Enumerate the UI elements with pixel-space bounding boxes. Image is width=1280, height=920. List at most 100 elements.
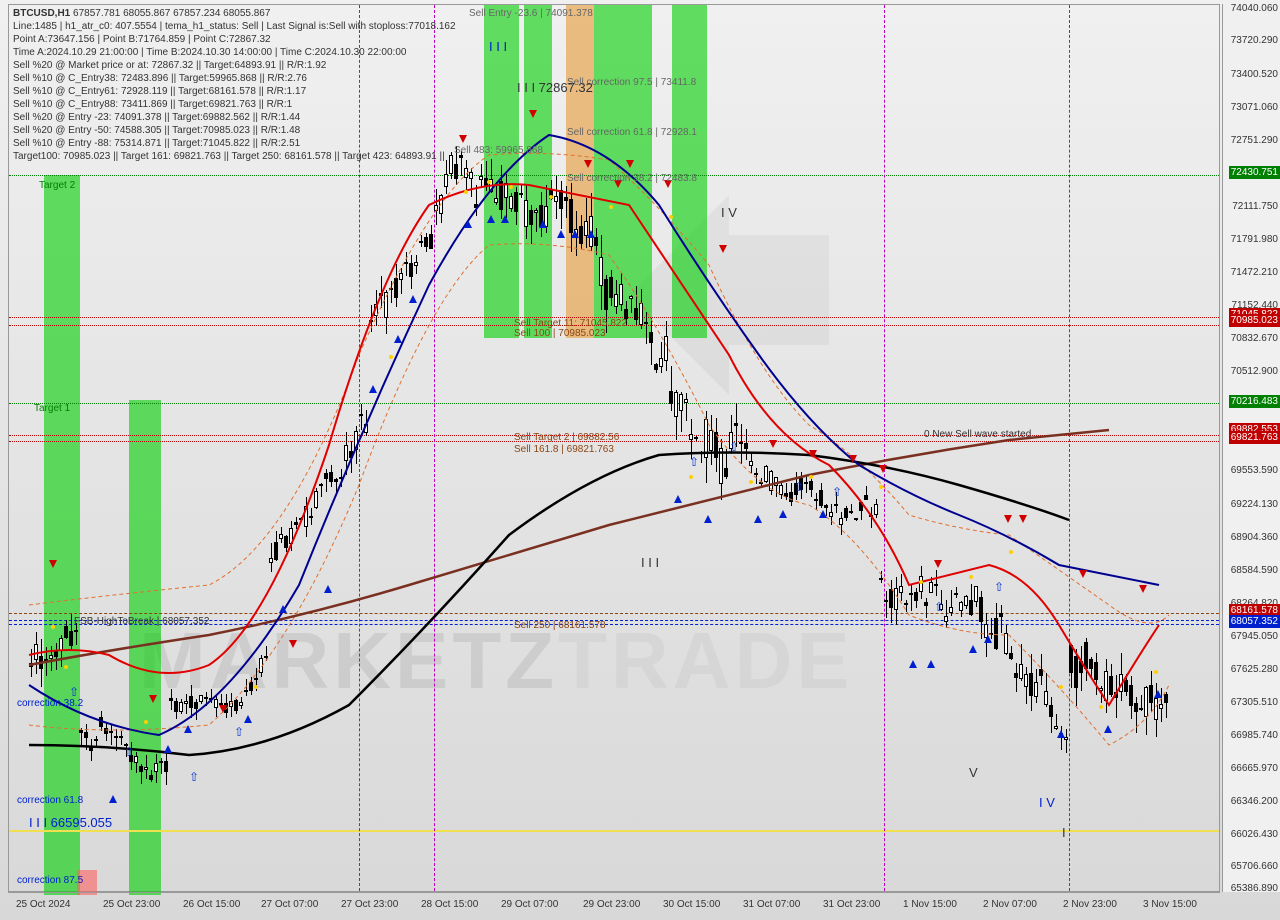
buy-arrow-icon (571, 230, 579, 238)
x-tick: 3 Nov 15:00 (1143, 899, 1197, 910)
sell-arrow-icon (289, 640, 297, 648)
chart-annotation: Sell Target 2 | 69882.56 (514, 432, 619, 443)
x-tick: 30 Oct 15:00 (663, 899, 720, 910)
chart-annotation: correction 87.5 (17, 875, 83, 886)
sell-arrow-icon (149, 695, 157, 703)
sell-arrow-icon (459, 135, 467, 143)
vertical-marker (1069, 5, 1070, 891)
y-tick: 72111.750 (1232, 201, 1278, 212)
y-tick-marker: 69821.763 (1229, 431, 1280, 444)
buy-arrow-icon (464, 220, 472, 228)
x-tick: 29 Oct 23:00 (583, 899, 640, 910)
chart-annotation: Sell correction 61.8 | 72928.1 (567, 127, 697, 138)
signal-dot-icon (689, 475, 693, 479)
buy-arrow-icon (109, 795, 117, 803)
x-tick: 25 Oct 23:00 (103, 899, 160, 910)
signal-hollow-arrow-icon: ⇧ (794, 480, 804, 494)
chart-annotation: Sell 161.8 | 69821.763 (514, 444, 614, 455)
buy-arrow-icon (539, 220, 547, 228)
y-tick: 68904.360 (1231, 532, 1278, 543)
x-tick: 27 Oct 07:00 (261, 899, 318, 910)
buy-arrow-icon (394, 335, 402, 343)
chart-annotation: Target 1 (34, 403, 70, 414)
sell-arrow-icon (626, 160, 634, 168)
y-tick: 70512.900 (1231, 366, 1278, 377)
signal-hollow-arrow-icon: ⇧ (189, 770, 199, 784)
y-tick: 67625.280 (1231, 664, 1278, 675)
info-line: Line:1485 | h1_atr_c0: 407.5554 | tema_h… (13, 20, 456, 33)
buy-arrow-icon (1057, 730, 1065, 738)
signal-hollow-arrow-icon: ⇧ (934, 600, 944, 614)
signal-hollow-arrow-icon: ⇧ (729, 440, 739, 454)
y-tick: 67305.510 (1231, 697, 1278, 708)
buy-zone (632, 5, 652, 338)
signal-hollow-arrow-icon: ⇧ (234, 725, 244, 739)
y-tick: 73720.290 (1231, 35, 1278, 46)
info-line: Point A:73647.156 | Point B:71764.859 | … (13, 33, 271, 46)
signal-hollow-arrow-icon: ⇧ (69, 685, 79, 699)
chart-annotation: Sell 250 | 68161.578 (514, 620, 606, 631)
x-tick: 28 Oct 15:00 (421, 899, 478, 910)
buy-arrow-icon (587, 230, 595, 238)
y-tick: 70832.670 (1231, 333, 1278, 344)
signal-dot-icon (749, 480, 753, 484)
sell-arrow-icon (49, 560, 57, 568)
buy-arrow-icon (244, 715, 252, 723)
sell-arrow-icon (934, 560, 942, 568)
x-tick: 31 Oct 23:00 (823, 899, 880, 910)
buy-arrow-icon (909, 660, 917, 668)
chart-annotation: Target 2 (39, 180, 75, 191)
signal-dot-icon (879, 485, 883, 489)
signal-dot-icon (64, 665, 68, 669)
signal-dot-icon (1059, 685, 1063, 689)
info-line: Sell %10 @ Entry -88: 75314.871 || Targe… (13, 137, 300, 150)
y-tick: 73071.060 (1231, 102, 1278, 113)
sell-arrow-icon (1139, 585, 1147, 593)
signal-hollow-arrow-icon: ⇧ (832, 485, 842, 499)
y-tick-marker: 68057.352 (1229, 615, 1280, 628)
buy-zone (44, 175, 80, 895)
signal-dot-icon (1154, 670, 1158, 674)
buy-arrow-icon (164, 745, 172, 753)
chart-annotation: I V (1039, 795, 1055, 810)
signal-dot-icon (669, 215, 673, 219)
signal-dot-icon (464, 190, 468, 194)
chart-annotation: Sell 100 | 70985.023 (514, 328, 606, 339)
x-tick: 27 Oct 23:00 (341, 899, 398, 910)
x-tick: 31 Oct 07:00 (743, 899, 800, 910)
x-tick: 29 Oct 07:00 (501, 899, 558, 910)
chart-area[interactable]: MARKETZTRADE ⇧⇧⇧⇧⇧⇧⇧⇧⇧⇧ Sell Entry -23.6… (8, 4, 1220, 892)
chart-annotation: 0 New Sell wave started (924, 429, 1031, 440)
buy-arrow-icon (927, 660, 935, 668)
y-tick: 66026.430 (1231, 829, 1278, 840)
chart-annotation: I I I (489, 39, 507, 54)
sell-arrow-icon (529, 110, 537, 118)
info-line: Sell %10 @ C_Entry38: 72483.896 || Targe… (13, 72, 307, 85)
signal-hollow-arrow-icon: ⇧ (689, 455, 699, 469)
chart-annotation: Sell correction 38.2 | 72483.8 (567, 173, 697, 184)
chart-annotation: FSB-HighToBreak | 68057.352 (74, 616, 209, 627)
sell-arrow-icon (879, 465, 887, 473)
sell-arrow-icon (1079, 570, 1087, 578)
buy-arrow-icon (501, 215, 509, 223)
buy-arrow-icon (279, 605, 287, 613)
y-tick: 65706.660 (1231, 861, 1278, 872)
info-line: Sell %10 @ C_Entry61: 72928.119 || Targe… (13, 85, 306, 98)
buy-arrow-icon (779, 510, 787, 518)
buy-arrow-icon (984, 635, 992, 643)
chart-annotation: I V (721, 205, 737, 220)
buy-arrow-icon (1104, 725, 1112, 733)
signal-dot-icon (509, 185, 513, 189)
chart-annotation: correction 61.8 (17, 795, 83, 806)
sell-arrow-icon (584, 160, 592, 168)
sell-arrow-icon (849, 455, 857, 463)
buy-arrow-icon (674, 495, 682, 503)
signal-hollow-arrow-icon: ⇧ (994, 580, 1004, 594)
sell-arrow-icon (719, 245, 727, 253)
signal-dot-icon (389, 355, 393, 359)
buy-zone (129, 400, 161, 895)
x-tick: 25 Oct 2024 (16, 899, 70, 910)
x-tick: 2 Nov 07:00 (983, 899, 1037, 910)
sell-arrow-icon (809, 450, 817, 458)
y-tick: 71791.980 (1231, 234, 1278, 245)
